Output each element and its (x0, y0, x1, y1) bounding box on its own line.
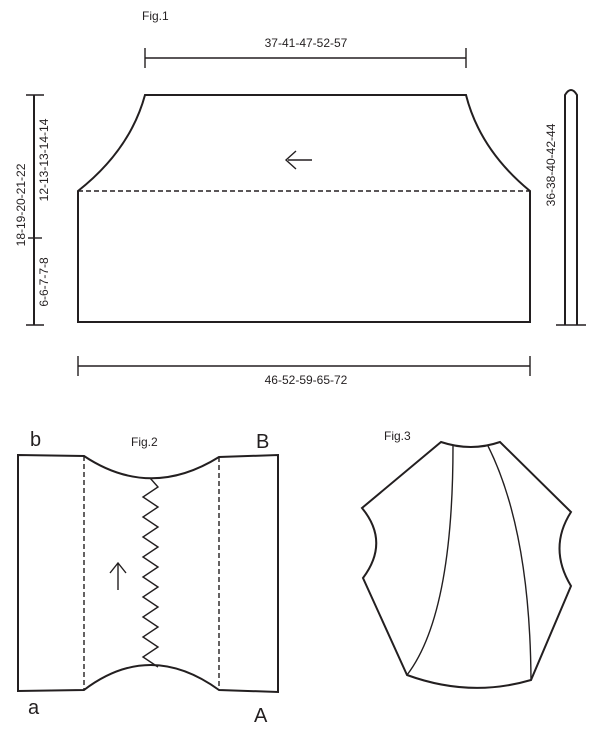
fig1-top-dimension: 37-41-47-52-57 (144, 36, 467, 68)
fig1-band (556, 89, 586, 326)
fig1-body-outline (77, 94, 531, 323)
fig1-top-width-label: 37-41-47-52-57 (265, 36, 348, 50)
fig1-arrow-left-icon (284, 150, 312, 170)
fig3-title: Fig.3 (384, 429, 411, 443)
fig1-bottom-width-label: 46-52-59-65-72 (265, 373, 348, 387)
fig3-right-front-edge (487, 445, 532, 681)
fig3: Fig.3 (360, 429, 573, 689)
fig3-left-front-edge (406, 445, 454, 676)
fig1-upper-height-label: 12-13-13-14-14 (37, 118, 51, 201)
fig1-title: Fig.1 (142, 9, 169, 23)
fig2-corner-b: b (30, 429, 41, 451)
fig2-zigzag-seam (141, 477, 160, 668)
fig2-corner-a: a (28, 697, 40, 719)
fig2: Fig.2 b B a A (17, 429, 279, 727)
fig1-bottom-dimension: 46-52-59-65-72 (77, 356, 531, 387)
fig1-band-length-label: 36-38-40-42-44 (544, 123, 558, 206)
fig1-left-dimension (26, 94, 44, 326)
fig2-title: Fig.2 (131, 435, 158, 449)
fig3-outline (360, 440, 573, 689)
fig1-total-height-label: 18-19-20-21-22 (14, 163, 28, 246)
fig2-corner-A: A (254, 705, 268, 727)
fig2-corner-B: B (256, 431, 269, 453)
fig2-arrow-up-icon (109, 561, 127, 590)
fig2-outline (17, 453, 279, 694)
fig1: Fig.1 37-41-47-52-57 18-19-20-21-22 12-1… (14, 9, 586, 387)
fig1-lower-height-label: 6-6-7-7-8 (37, 257, 51, 307)
